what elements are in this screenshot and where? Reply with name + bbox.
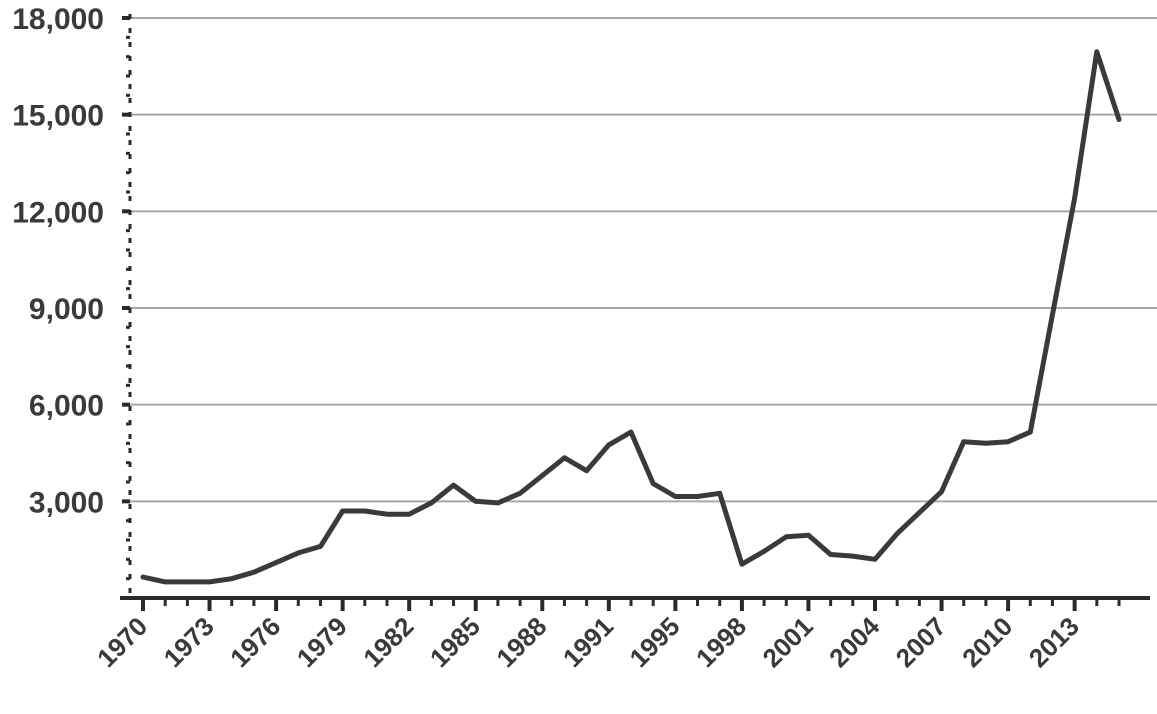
- data-point: [362, 508, 368, 514]
- data-point: [184, 579, 190, 585]
- x-tick-label: 2013: [1023, 611, 1085, 673]
- x-tick-label: 1976: [224, 611, 286, 673]
- data-point: [517, 490, 523, 496]
- data-point: [428, 500, 434, 506]
- data-point: [273, 560, 279, 565]
- data-point: [1072, 196, 1078, 201]
- x-tick-label: 2007: [890, 611, 952, 673]
- x-tick-label: 1973: [158, 611, 220, 673]
- data-point: [340, 508, 346, 514]
- x-tick-label: 1982: [357, 611, 419, 673]
- x-tick-label: 1995: [623, 611, 685, 673]
- data-point: [1050, 312, 1055, 317]
- data-point: [539, 473, 545, 478]
- axes: [120, 14, 1150, 611]
- data-point: [872, 556, 878, 562]
- y-tick-label: 15,000: [12, 100, 104, 133]
- data-point: [828, 552, 834, 557]
- data-point: [783, 534, 789, 540]
- data-point: [1116, 117, 1122, 122]
- data-point: [1094, 49, 1100, 55]
- y-tick-label: 12,000: [12, 196, 104, 229]
- data-point: [739, 561, 745, 567]
- data-point: [961, 439, 967, 445]
- x-tick-label: 1979: [291, 611, 353, 673]
- data-point: [717, 490, 723, 496]
- data-point: [1027, 429, 1033, 435]
- x-tick-label: 1998: [690, 611, 752, 673]
- x-tick-label: 1985: [424, 611, 486, 673]
- data-point: [983, 440, 989, 446]
- y-tick-label: 9,000: [29, 293, 104, 326]
- x-tick-label: 2001: [757, 611, 819, 673]
- data-point: [1005, 439, 1011, 445]
- data-point: [451, 482, 456, 488]
- data-point: [406, 511, 412, 517]
- y-tick-label: 3,000: [29, 486, 104, 519]
- data-point: [761, 548, 767, 554]
- data-point: [162, 579, 168, 585]
- data-point: [650, 481, 656, 487]
- x-tick-label: 2010: [956, 611, 1018, 673]
- data-point: [606, 442, 612, 448]
- data-point: [916, 510, 922, 516]
- series-layer: [140, 49, 1122, 585]
- data-point: [562, 455, 567, 461]
- y-axis-tick-labels: 3,000 6,000 9,000 12,000 15,000 18,000: [12, 3, 104, 519]
- x-axis-tick-labels: 1970 1973 1976 1979 1982 1985 1988 1991 1995 1998…: [91, 611, 1085, 673]
- data-point: [695, 494, 700, 499]
- data-point: [894, 531, 900, 536]
- data-point: [672, 494, 678, 499]
- x-tick-label: 1991: [557, 611, 619, 673]
- data-point: [473, 498, 479, 504]
- data-point: [229, 576, 235, 582]
- data-point: [295, 550, 301, 556]
- gridlines: [130, 17, 1157, 503]
- data-point: [140, 574, 146, 580]
- data-point: [628, 429, 634, 435]
- x-tick-label: 1970: [91, 611, 153, 673]
- data-point: [251, 569, 257, 575]
- data-point: [939, 489, 944, 495]
- series-line: [140, 49, 1122, 585]
- data-point: [806, 532, 811, 538]
- data-point: [850, 553, 856, 559]
- y-tick-label: 18,000: [12, 3, 104, 36]
- y-tick-label: 6,000: [29, 390, 104, 423]
- data-point: [495, 500, 501, 506]
- data-point: [584, 468, 590, 474]
- data-point: [207, 579, 212, 585]
- data-point: [384, 511, 390, 517]
- data-point: [318, 544, 323, 549]
- x-tick-label: 1988: [490, 611, 552, 673]
- x-tick-label: 2004: [823, 611, 885, 673]
